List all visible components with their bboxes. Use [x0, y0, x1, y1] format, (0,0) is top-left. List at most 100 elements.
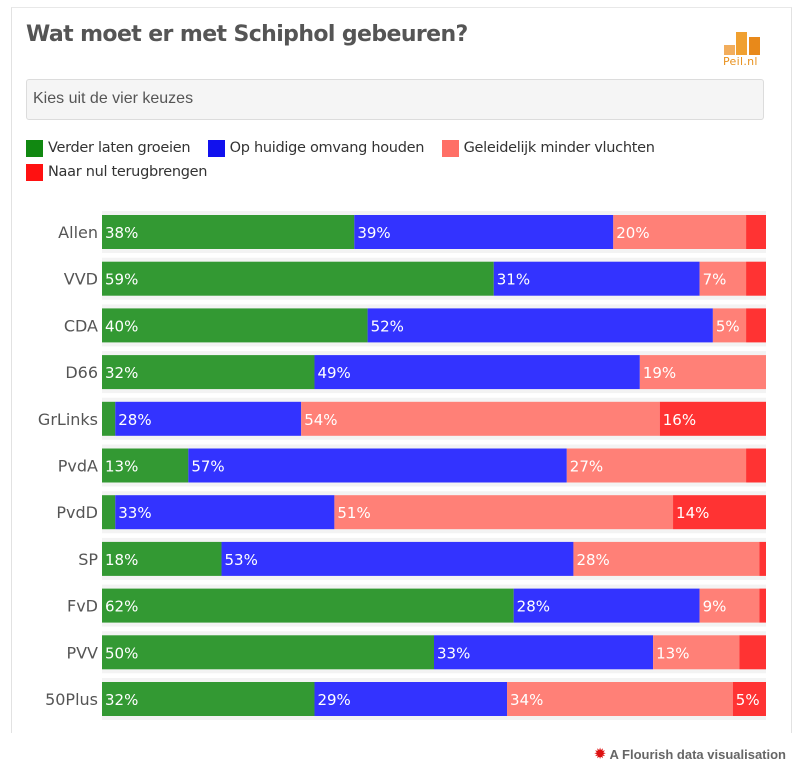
data-label: 18%: [105, 551, 138, 569]
bar-segment[interactable]: [712, 308, 747, 343]
bar-segment[interactable]: [699, 261, 747, 296]
bar-row-fvd: FvD 62% 28% 9%: [67, 584, 766, 627]
flourish-credit[interactable]: ✹ A Flourish data visualisation: [595, 746, 786, 762]
data-label: 59%: [105, 271, 138, 289]
category-label: D66: [65, 363, 98, 382]
bar-segment[interactable]: [115, 401, 302, 436]
bar-segment[interactable]: [732, 682, 766, 716]
data-label: 29%: [317, 691, 350, 709]
category-label: FvD: [67, 597, 98, 616]
bar-segment[interactable]: [354, 215, 614, 249]
bar-segment[interactable]: [188, 448, 567, 483]
bar-row-cda: CDA 40% 52% 5%: [64, 304, 766, 347]
bar-segment[interactable]: [673, 495, 766, 530]
legend-item[interactable]: Op huidige omvang houden: [207, 138, 425, 158]
bar-segment[interactable]: [699, 588, 760, 623]
legend-item[interactable]: Geleidelijk minder vluchten: [441, 138, 655, 158]
bar-segment[interactable]: [102, 635, 434, 670]
bar-segment[interactable]: [507, 682, 733, 716]
category-label: PvdA: [58, 457, 98, 476]
legend-swatch: [207, 139, 225, 157]
data-label: 33%: [118, 504, 151, 522]
bar-segment[interactable]: [221, 541, 574, 576]
bar-segment[interactable]: [759, 541, 766, 576]
data-label: 28%: [517, 598, 550, 616]
legend-label: Op huidige omvang houden: [229, 140, 425, 156]
bar-segment[interactable]: [746, 308, 766, 343]
bar-segment[interactable]: [102, 448, 189, 483]
bar-segment[interactable]: [102, 355, 315, 390]
data-label: 31%: [497, 271, 530, 289]
bar-segment[interactable]: [613, 215, 747, 249]
bar-segment[interactable]: [566, 448, 747, 483]
data-label: 5%: [716, 317, 740, 335]
bar-row-pvda: PvdA 13% 57% 27%: [58, 444, 766, 487]
logo-bar-icon: [736, 32, 747, 55]
bar-segment[interactable]: [659, 401, 766, 436]
data-label: 13%: [105, 458, 138, 476]
data-label: 52%: [371, 317, 404, 335]
legend-item[interactable]: Verder laten groeien: [26, 138, 191, 158]
data-label: 50%: [105, 644, 138, 662]
bar-segment[interactable]: [115, 495, 335, 530]
data-label: 5%: [736, 691, 760, 709]
logo-bar-icon: [724, 45, 735, 55]
legend: Verder laten groeien Op huidige omvang h…: [26, 138, 766, 186]
legend-label: Geleidelijk minder vluchten: [463, 140, 655, 156]
bar-segment[interactable]: [746, 261, 766, 296]
data-label: 32%: [105, 364, 138, 382]
data-label: 57%: [191, 458, 224, 476]
data-label: 16%: [663, 411, 696, 429]
bar-segment[interactable]: [102, 215, 355, 249]
data-label: 14%: [676, 504, 709, 522]
bar-segment[interactable]: [314, 682, 508, 716]
bar-segment[interactable]: [102, 495, 116, 530]
logo-text: Peil.nl: [723, 55, 758, 68]
category-label: SP: [78, 550, 98, 569]
bar-segment[interactable]: [314, 355, 640, 390]
bar-segment[interactable]: [102, 588, 514, 623]
bar-segment[interactable]: [493, 261, 700, 296]
bar-segment[interactable]: [513, 588, 700, 623]
bar-segment[interactable]: [102, 401, 116, 436]
legend-swatch: [441, 139, 459, 157]
category-label: PvdD: [56, 503, 98, 522]
bar-segment[interactable]: [434, 635, 654, 670]
data-label: 32%: [105, 691, 138, 709]
category-label: Allen: [58, 223, 98, 242]
bar-segment[interactable]: [653, 635, 740, 670]
data-label: 27%: [570, 458, 603, 476]
bar-segment[interactable]: [573, 541, 760, 576]
legend-label: Verder laten groeien: [48, 140, 191, 156]
bar-row-pvv: PVV 50% 33% 13%: [66, 631, 766, 674]
bar-segment[interactable]: [102, 682, 315, 716]
legend-label: Naar nul terugbrengen: [48, 164, 208, 180]
data-label: 40%: [105, 317, 138, 335]
bar-segment[interactable]: [102, 541, 222, 576]
legend-swatch: [26, 163, 43, 181]
bar-segment[interactable]: [102, 261, 494, 296]
data-label: 49%: [317, 364, 350, 382]
data-label: 39%: [357, 224, 390, 242]
bar-segment[interactable]: [746, 448, 766, 483]
bar-segment[interactable]: [739, 635, 766, 670]
data-label: 7%: [703, 271, 727, 289]
bar-segment[interactable]: [301, 401, 660, 436]
data-label: 9%: [703, 598, 727, 616]
choice-dropdown[interactable]: Kies uit de vier keuzes: [26, 79, 764, 120]
data-label: 28%: [576, 551, 609, 569]
data-label: 28%: [118, 411, 151, 429]
bar-row-50plus: 50Plus 32% 29% 34% 5%: [45, 678, 766, 720]
data-label: 54%: [304, 411, 337, 429]
bar-segment[interactable]: [639, 355, 766, 390]
category-label: VVD: [64, 270, 98, 289]
bar-segment[interactable]: [102, 308, 368, 343]
bar-row-sp: SP 18% 53% 28%: [78, 537, 766, 580]
legend-item[interactable]: Naar nul terugbrengen: [26, 162, 207, 182]
bar-segment[interactable]: [759, 588, 766, 623]
bar-segment[interactable]: [334, 495, 674, 530]
data-label: 33%: [437, 644, 470, 662]
bar-segment[interactable]: [746, 215, 766, 249]
bar-segment[interactable]: [367, 308, 713, 343]
